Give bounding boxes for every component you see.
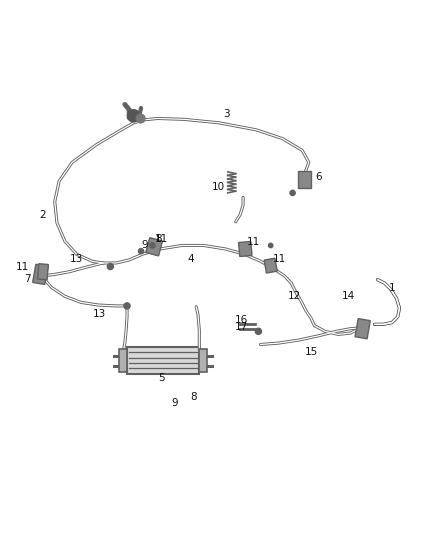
Text: 17: 17 <box>235 322 248 332</box>
Circle shape <box>150 243 155 248</box>
Text: 16: 16 <box>235 315 248 325</box>
Text: 12: 12 <box>288 291 301 301</box>
Text: 7: 7 <box>24 274 31 284</box>
FancyBboxPatch shape <box>264 258 277 273</box>
Text: 8: 8 <box>155 235 162 244</box>
Text: 9: 9 <box>171 398 178 408</box>
Text: 8: 8 <box>190 392 197 402</box>
Text: 9: 9 <box>141 240 148 251</box>
FancyBboxPatch shape <box>239 241 252 256</box>
Circle shape <box>268 243 273 248</box>
Text: 13: 13 <box>70 254 83 264</box>
Text: 3: 3 <box>223 109 230 119</box>
FancyBboxPatch shape <box>199 349 207 372</box>
Text: 11: 11 <box>273 254 286 264</box>
Circle shape <box>290 190 295 196</box>
Text: 1: 1 <box>389 282 396 293</box>
Text: 15: 15 <box>305 347 318 357</box>
Text: 11: 11 <box>16 262 29 272</box>
Circle shape <box>124 303 130 309</box>
Text: 5: 5 <box>158 373 165 383</box>
Text: 13: 13 <box>93 309 106 319</box>
FancyBboxPatch shape <box>33 264 48 285</box>
Text: 14: 14 <box>342 291 355 301</box>
FancyBboxPatch shape <box>355 319 370 339</box>
FancyBboxPatch shape <box>298 172 311 188</box>
Text: 10: 10 <box>212 182 225 192</box>
Text: 2: 2 <box>39 210 46 220</box>
Text: 4: 4 <box>187 254 194 264</box>
Circle shape <box>255 328 261 334</box>
FancyBboxPatch shape <box>127 346 199 374</box>
Text: 11: 11 <box>155 235 168 244</box>
Circle shape <box>107 263 113 270</box>
Text: 6: 6 <box>315 172 322 182</box>
Circle shape <box>138 248 144 254</box>
FancyBboxPatch shape <box>146 238 162 256</box>
FancyBboxPatch shape <box>38 264 48 280</box>
Text: 11: 11 <box>247 237 260 247</box>
FancyBboxPatch shape <box>119 349 127 372</box>
Circle shape <box>127 110 140 122</box>
Circle shape <box>136 114 145 123</box>
